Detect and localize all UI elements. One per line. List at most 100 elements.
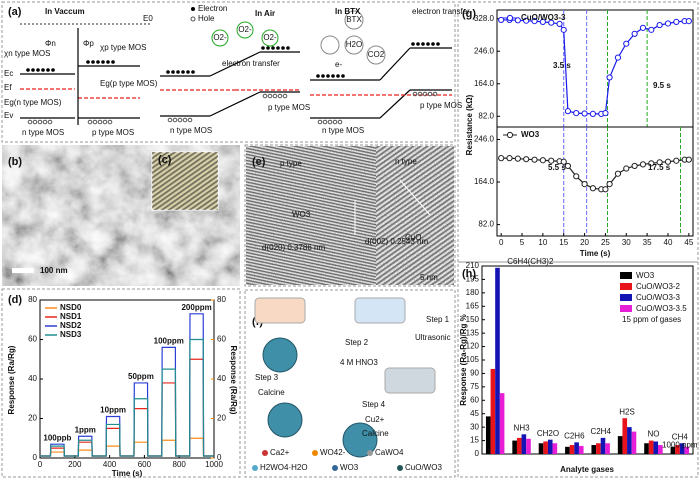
bar [596, 443, 601, 454]
band-label: CO2 [368, 50, 385, 59]
band-label: In Vaccum [45, 7, 85, 16]
hole [327, 119, 333, 125]
annotation: 100ppm [154, 337, 184, 346]
point [589, 185, 597, 192]
category-label: H2S [619, 407, 635, 416]
point [648, 26, 655, 33]
category-label: C2H4 [590, 427, 611, 436]
bar [526, 438, 531, 454]
bar [631, 431, 637, 454]
y-tick-label: 120 [466, 342, 480, 351]
x-tick-label: 10 [538, 238, 547, 247]
electron [101, 60, 105, 64]
band-label: BTX [346, 15, 362, 24]
y2-tick-label: 60 [217, 335, 226, 344]
band-label: Φn [45, 39, 56, 48]
hole [282, 93, 288, 99]
legend-label: CuO/WO3 [405, 463, 442, 472]
y-tick-label: 246.0 [474, 135, 495, 144]
point [564, 108, 571, 115]
particle [262, 337, 298, 373]
band-label: Φp [83, 39, 94, 48]
point [539, 157, 546, 164]
category-label: CH2O [537, 429, 559, 438]
y-tick-label: 246.0 [474, 46, 495, 55]
annotation: 15 ppm of gases [622, 315, 681, 324]
point [673, 18, 680, 25]
bar [490, 368, 496, 454]
point [560, 158, 567, 165]
legend-label: WO42- [320, 448, 346, 457]
point [656, 21, 663, 29]
point [531, 156, 538, 163]
point [623, 40, 630, 47]
point [685, 18, 692, 25]
particle [342, 422, 378, 458]
panel-label: (h) [462, 268, 476, 280]
electron [286, 46, 290, 50]
bar [538, 443, 544, 454]
tem-fringes [246, 146, 376, 285]
oxygen-ion [261, 29, 279, 47]
hole [42, 119, 48, 125]
point [648, 160, 655, 167]
step-label: Cu2+ [365, 415, 385, 424]
legend-marker [506, 131, 514, 139]
molecule [344, 10, 364, 30]
point [539, 18, 546, 25]
electron [266, 46, 270, 50]
electron [26, 68, 30, 72]
electron [261, 46, 265, 50]
x-tick-label: 20 [580, 238, 589, 247]
bar [516, 437, 522, 454]
y-tick-label: 180 [466, 288, 480, 297]
legend-label: Ca2+ [270, 448, 290, 457]
panel-label: (d) [8, 294, 22, 306]
category-label: NH3 [514, 423, 531, 432]
point [639, 161, 647, 168]
panel-frame [1, 288, 241, 478]
electron [416, 42, 420, 46]
hole [267, 93, 273, 99]
y-tick-label: 0 [33, 453, 38, 462]
y-tick-label: 150 [466, 315, 480, 324]
step-label: Step 3 [255, 373, 279, 382]
hole [97, 119, 103, 125]
hole [47, 119, 53, 125]
electron [41, 68, 45, 72]
y2-tick-label: 80 [217, 295, 226, 304]
y-tick-label: 60 [28, 335, 37, 344]
band-line [209, 51, 261, 77]
tem-label: 5 nm [420, 273, 438, 282]
point [573, 173, 580, 180]
hole [412, 91, 418, 97]
hole [37, 119, 43, 125]
band-label: H2O [346, 40, 362, 49]
point [523, 17, 530, 24]
annotation: 9.5 s [653, 81, 671, 90]
x-tick-label: 25 [601, 238, 610, 247]
panel-frame [457, 1, 699, 263]
annotation: 100ppb [43, 433, 71, 442]
axis-title: Response (Ra-Rg)/Rg % [459, 314, 468, 406]
electron [51, 68, 55, 72]
electron [436, 42, 440, 46]
point [506, 155, 513, 162]
hole [422, 91, 428, 97]
point [673, 157, 680, 164]
y-tick-label: 195 [466, 275, 480, 284]
bar [675, 445, 680, 454]
x-tick-label: 400 [103, 460, 117, 469]
y2-tick-label: 40 [217, 374, 226, 383]
point [581, 110, 588, 117]
category-label: CH4 [672, 432, 689, 441]
x-tick-label: 15 [559, 238, 568, 247]
point [498, 16, 505, 24]
annotation: 5.5 s [548, 163, 566, 172]
panel-label: (b) [8, 156, 22, 168]
point [556, 20, 563, 27]
hole [102, 119, 108, 125]
band-label: χn type MOS [4, 49, 50, 58]
point [548, 157, 555, 164]
bar [617, 436, 623, 454]
